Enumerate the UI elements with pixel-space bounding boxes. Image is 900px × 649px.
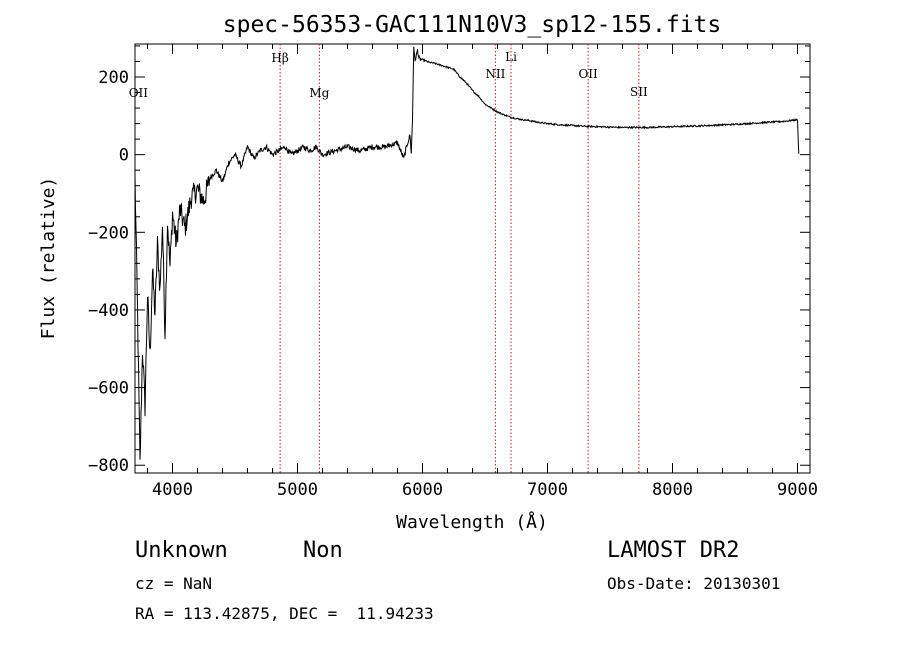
cz-value: cz = NaN (135, 574, 213, 593)
chart-title: spec-56353-GAC111N10V3_sp12-155.fits (223, 12, 722, 38)
obs-date: Obs-Date: 20130301 (607, 574, 781, 593)
x-tick-label: 4000 (152, 480, 193, 500)
coordinates: RA = 113.42875, DEC = 11.94233 (135, 604, 434, 623)
spectrum-line (134, 46, 800, 460)
emission-line-label: NII (485, 67, 505, 81)
emission-line-label: Mg (309, 86, 329, 100)
emission-line-label: OII (578, 67, 598, 81)
class-label: Unknown (135, 538, 228, 563)
series-group (134, 46, 800, 460)
plot-frame (134, 43, 811, 474)
x-tick-label: 6000 (402, 480, 443, 500)
survey-label: LAMOST DR2 (607, 538, 740, 563)
x-axis-label: Wavelength (Å) (396, 511, 548, 533)
y-tick-label: −600 (88, 379, 129, 399)
x-tick-label: 8000 (652, 480, 693, 500)
emission-line-label: SII (630, 85, 648, 99)
y-tick-label: −400 (88, 301, 129, 321)
x-tick-label: 7000 (527, 480, 568, 500)
y-tick-label: 0 (119, 146, 129, 166)
subclass-label: Non (303, 538, 343, 563)
emission-line-label: Hβ (271, 51, 288, 65)
emission-line-label: Li (505, 50, 517, 64)
y-tick-label: −800 (88, 456, 129, 476)
x-tick-label: 9000 (777, 480, 818, 500)
x-tick-label: 5000 (277, 480, 318, 500)
y-tick-label: −200 (88, 223, 129, 243)
y-axis-ticks: −800 −600 −400 −200 0 200 (88, 45, 810, 476)
y-tick-label: 200 (98, 68, 129, 88)
y-axis-label: Flux (relative) (38, 177, 59, 340)
x-axis-ticks: 4000 5000 6000 7000 8000 9000 (147, 44, 818, 500)
plot-border (134, 43, 811, 474)
